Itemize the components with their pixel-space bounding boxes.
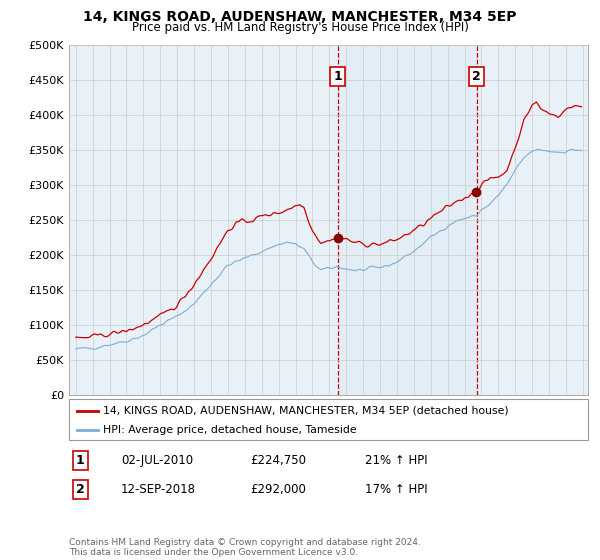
Text: Price paid vs. HM Land Registry's House Price Index (HPI): Price paid vs. HM Land Registry's House … (131, 21, 469, 34)
Text: 02-JUL-2010: 02-JUL-2010 (121, 454, 193, 467)
Bar (338, 45, 476, 395)
Text: 12-SEP-2018: 12-SEP-2018 (121, 483, 196, 496)
FancyBboxPatch shape (69, 399, 588, 440)
Text: 17% ↑ HPI: 17% ↑ HPI (365, 483, 427, 496)
Text: £292,000: £292,000 (251, 483, 307, 496)
Text: 2: 2 (472, 70, 481, 83)
Text: 21% ↑ HPI: 21% ↑ HPI (365, 454, 427, 467)
Text: 1: 1 (334, 70, 342, 83)
Text: 14, KINGS ROAD, AUDENSHAW, MANCHESTER, M34 5EP (detached house): 14, KINGS ROAD, AUDENSHAW, MANCHESTER, M… (103, 405, 508, 416)
Text: £224,750: £224,750 (251, 454, 307, 467)
Text: 1: 1 (76, 454, 85, 467)
Text: Contains HM Land Registry data © Crown copyright and database right 2024.
This d: Contains HM Land Registry data © Crown c… (69, 538, 421, 557)
Text: 14, KINGS ROAD, AUDENSHAW, MANCHESTER, M34 5EP: 14, KINGS ROAD, AUDENSHAW, MANCHESTER, M… (83, 10, 517, 24)
Text: HPI: Average price, detached house, Tameside: HPI: Average price, detached house, Tame… (103, 424, 356, 435)
Text: 2: 2 (76, 483, 85, 496)
